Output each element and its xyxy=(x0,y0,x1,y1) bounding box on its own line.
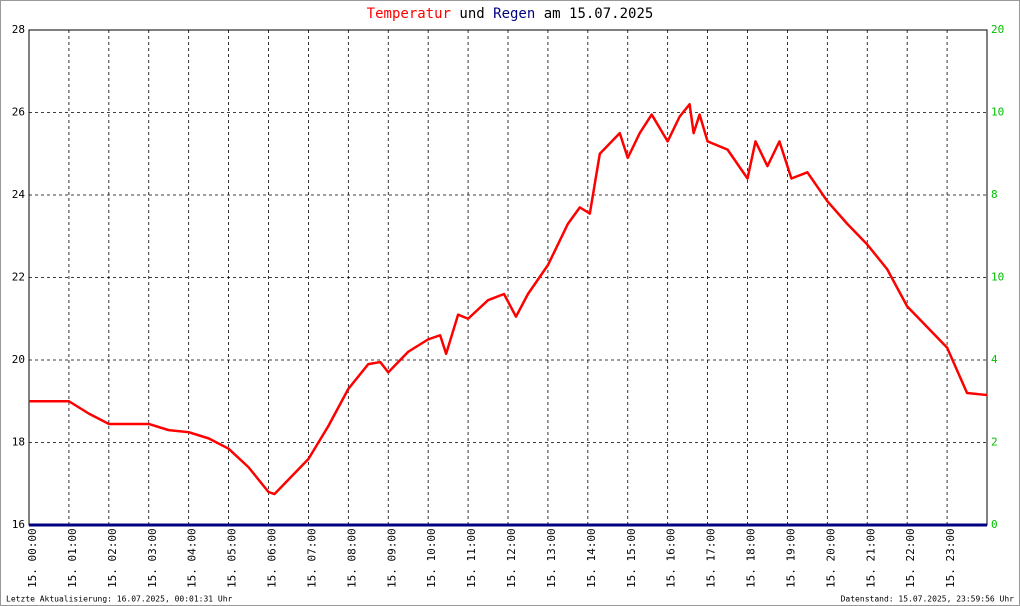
title-part: Temperatur xyxy=(367,6,451,22)
x-tick-label: 15. 14:00 xyxy=(585,528,598,588)
y2-tick-label: 0 xyxy=(991,518,998,531)
x-tick-label: 15. 06:00 xyxy=(266,528,279,588)
chart-title: Temperatur und Regen am 15.07.2025 xyxy=(367,6,654,22)
y2-tick-label: 10 xyxy=(991,271,1004,284)
title-part: am 15.07.2025 xyxy=(544,6,654,22)
footer-right: Datenstand: 15.07.2025, 23:59:56 Uhr xyxy=(841,595,1015,604)
x-tick-label: 15. 17:00 xyxy=(705,528,718,588)
x-tick-label: 15. 21:00 xyxy=(864,528,877,588)
x-tick-label: 15. 22:00 xyxy=(904,528,917,588)
x-tick-label: 15. 12:00 xyxy=(505,528,518,588)
x-tick-label: 15. 07:00 xyxy=(305,528,318,588)
x-tick-label: 15. 13:00 xyxy=(545,528,558,588)
y2-tick-label: 4 xyxy=(991,353,998,366)
x-tick-label: 15. 04:00 xyxy=(186,528,199,588)
x-tick-label: 15. 16:00 xyxy=(665,528,678,588)
y-tick-label: 20 xyxy=(12,353,25,366)
y2-tick-label: 10 xyxy=(991,106,1004,119)
footer-left: Letzte Aktualisierung: 16.07.2025, 00:01… xyxy=(6,595,233,604)
x-tick-label: 15. 08:00 xyxy=(345,528,358,588)
x-tick-label: 15. 03:00 xyxy=(146,528,159,588)
y-tick-label: 18 xyxy=(12,436,25,449)
y2-tick-label: 2 xyxy=(991,436,998,449)
x-tick-label: 15. 11:00 xyxy=(465,528,478,588)
x-tick-label: 15. 05:00 xyxy=(226,528,239,588)
title-part: und xyxy=(459,6,484,22)
x-tick-label: 15. 10:00 xyxy=(425,528,438,588)
title-part: Regen xyxy=(493,6,535,22)
x-tick-label: 15. 20:00 xyxy=(824,528,837,588)
y-tick-label: 16 xyxy=(12,518,25,531)
x-tick-label: 15. 15:00 xyxy=(625,528,638,588)
x-tick-label: 15. 01:00 xyxy=(66,528,79,588)
y-tick-label: 28 xyxy=(12,23,25,36)
series-line xyxy=(29,103,988,496)
y2-tick-label: 20 xyxy=(991,23,1004,36)
x-tick-label: 15. 18:00 xyxy=(745,528,758,588)
x-tick-label: 15. 09:00 xyxy=(385,528,398,588)
x-tick-label: 15. 19:00 xyxy=(784,528,797,588)
y-tick-label: 22 xyxy=(12,271,25,284)
y2-tick-label: 8 xyxy=(991,188,998,201)
x-tick-label: 15. 02:00 xyxy=(106,528,119,588)
y-tick-label: 24 xyxy=(12,188,26,201)
y-tick-label: 26 xyxy=(12,106,25,119)
x-tick-label: 15. 00:00 xyxy=(26,528,39,588)
x-tick-label: 15. 23:00 xyxy=(944,528,957,588)
